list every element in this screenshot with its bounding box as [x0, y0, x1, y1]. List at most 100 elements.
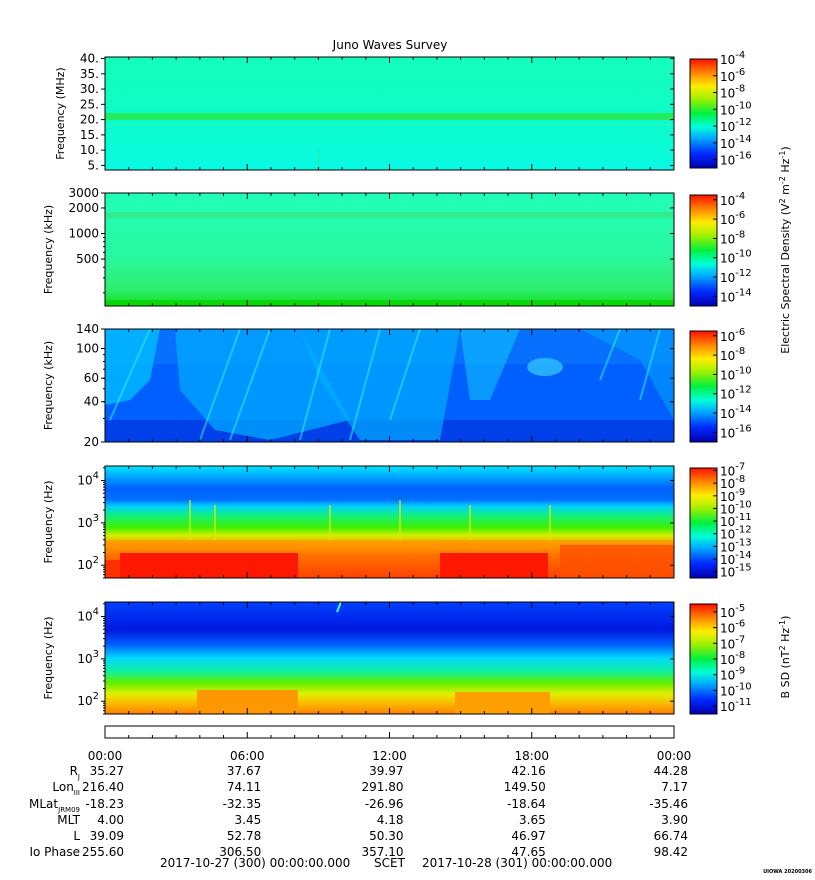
ephemeris-value: 306.50 [219, 845, 261, 859]
colorbar-tick-label: 10-4 [720, 50, 745, 67]
panel-4-spectrogram [105, 466, 674, 578]
ephemeris-value: 39.09 [90, 829, 124, 843]
y-tick-label: 500 [76, 252, 99, 266]
y-tick-label: 5. [88, 158, 99, 172]
time-tick-label: 12:00 [372, 749, 407, 763]
colorbar-fill [689, 58, 718, 169]
y-tick-label: 103 [77, 649, 99, 666]
colorbar-tick-label: 10-13 [720, 537, 752, 554]
ephemeris-value: 50.30 [369, 829, 403, 843]
panel-5-spectrogram [105, 602, 674, 714]
ephemeris-value: 3.45 [235, 813, 262, 827]
ephemeris-row-label: MLT [57, 813, 80, 827]
ephemeris-value: 4.00 [97, 813, 124, 827]
magnetic-colorbar-label: B SD (nT2 Hz-1) [778, 616, 792, 699]
colorbar-tick-label: 10-8 [720, 346, 745, 363]
colorbar-tick-label: 10-16 [720, 151, 752, 168]
colorbar-tick-label: 10-6 [720, 327, 745, 344]
ephemeris-value: -18.23 [85, 797, 124, 811]
colorbar-tick-label: 10-5 [720, 603, 745, 620]
y-tick-label: 60 [84, 371, 99, 385]
ephemeris-value: 42.16 [511, 764, 545, 778]
y-tick-label: 102 [77, 691, 99, 708]
colorbar-tick-label: 10-8 [720, 229, 745, 246]
colorbar-lfr-low: 10-710-810-910-1010-1110-1210-1310-1410-… [689, 462, 752, 580]
time-tick-label: 00:00 [657, 749, 692, 763]
colorbar-tick-label: 10-12 [720, 268, 752, 285]
colorbar-tick-label: 10-8 [720, 474, 745, 491]
ephemeris-value: 4.18 [377, 813, 404, 827]
time-tick-label: 06:00 [230, 749, 265, 763]
colorbar-tick-label: 10-12 [720, 117, 752, 134]
y-tick-label: 20 [84, 435, 99, 449]
y-tick-label: 15. [80, 128, 99, 142]
y-axis-label: Frequency (Hz) [42, 481, 55, 564]
colorbar-tick-label: 10-7 [720, 634, 745, 651]
ephemeris-value: 7.17 [661, 780, 688, 794]
ephemeris-value: 47.65 [511, 845, 545, 859]
colorbar-fill [689, 603, 718, 715]
y-tick-label: 104 [77, 607, 99, 624]
colorbar-tick-label: 10-9 [720, 487, 745, 504]
panel-3-spectrogram [105, 329, 674, 442]
colorbar-tick-label: 10-7 [720, 462, 745, 479]
ephemeris-value: 357.10 [362, 845, 404, 859]
colorbar-tick-label: 10-4 [720, 191, 745, 208]
ephemeris-value: 3.65 [519, 813, 546, 827]
y-tick-label: 1000 [68, 227, 99, 241]
ephemeris-value: 44.28 [654, 764, 688, 778]
time-tick-label: 18:00 [514, 749, 549, 763]
footer-scet-label: SCET [374, 856, 406, 870]
ephemeris-row-label: RJ [70, 764, 80, 781]
y-tick-label: 35. [80, 67, 99, 81]
ephemeris-value: 35.27 [90, 764, 124, 778]
ephemeris-value: 52.78 [227, 829, 261, 843]
ephemeris-value: 66.74 [654, 829, 688, 843]
ephemeris-value: 37.67 [227, 764, 261, 778]
footer-stamp: UIOWA 20200306 [763, 869, 812, 875]
ephemeris-value: 39.97 [369, 764, 403, 778]
y-axis-label: Frequency (kHz) [42, 341, 55, 430]
y-tick-label: 103 [77, 513, 99, 530]
panel-2-spectrogram [105, 193, 674, 306]
chart-title: Juno Waves Survey [332, 38, 448, 52]
colorbar-tick-label: 10-14 [720, 550, 752, 567]
colorbar-tick-label: 10-15 [720, 563, 752, 580]
colorbar-tick-label: 10-14 [720, 404, 752, 421]
y-tick-label: 140 [76, 322, 99, 336]
ephemeris-value: -32.35 [223, 797, 262, 811]
y-tick-label: 40. [80, 52, 99, 66]
y-tick-label: 10. [80, 143, 99, 157]
y-tick-label: 25. [80, 97, 99, 111]
y-axis-label: Frequency (Hz) [42, 617, 55, 700]
time-tick-label: 00:00 [88, 749, 123, 763]
colorbar-tick-label: 10-14 [720, 287, 752, 304]
colorbar-tick-label: 10-12 [720, 525, 752, 542]
colorbar-hfr-low: 10-4 10-6 10-8 10-10 10-12 10-14 [689, 191, 752, 307]
ephemeris-value: 74.11 [227, 780, 261, 794]
colorbar-fill [689, 467, 718, 579]
y-tick-label: 3000 [68, 186, 99, 200]
y-axis-label: Frequency (kHz) [42, 205, 55, 294]
y-tick-label: 2000 [68, 201, 99, 215]
colorbar-lfr-high: 10-6 10-8 10-10 10-12 10-14 10-16 [689, 327, 752, 443]
y-axis-label: Frequency (MHz) [54, 67, 67, 159]
ephemeris-row-label: L [73, 829, 80, 843]
colorbar-tick-label: 10-10 [720, 681, 752, 698]
ephemeris-value: -35.46 [649, 797, 688, 811]
colorbar-tick-label: 10-14 [720, 134, 752, 151]
colorbars-layer: 10-410-610-810-1010-1210-1410-1610-410-6… [689, 50, 752, 715]
colorbar-tick-label: 10-10 [720, 499, 752, 516]
colorbar-tick-label: 10-6 [720, 67, 745, 84]
ephemeris-table: 00:00 06:00 12:00 18:00 00:00 RJ 35.27 37.67 39.… [29, 749, 691, 859]
colorbar-tick-label: 10-11 [720, 697, 752, 714]
ephemeris-row-label: MLatJRM09 [29, 797, 80, 814]
colorbar-tick-label: 10-11 [720, 512, 752, 529]
y-tick-label: 20. [80, 113, 99, 127]
footer-end-time: 2017-10-28 (301) 00:00:00.000 [422, 856, 612, 870]
colorbar-fill [689, 330, 718, 443]
